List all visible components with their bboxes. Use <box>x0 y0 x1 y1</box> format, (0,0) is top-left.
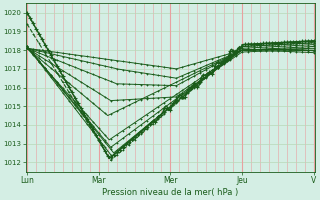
X-axis label: Pression niveau de la mer( hPa ): Pression niveau de la mer( hPa ) <box>102 188 238 197</box>
